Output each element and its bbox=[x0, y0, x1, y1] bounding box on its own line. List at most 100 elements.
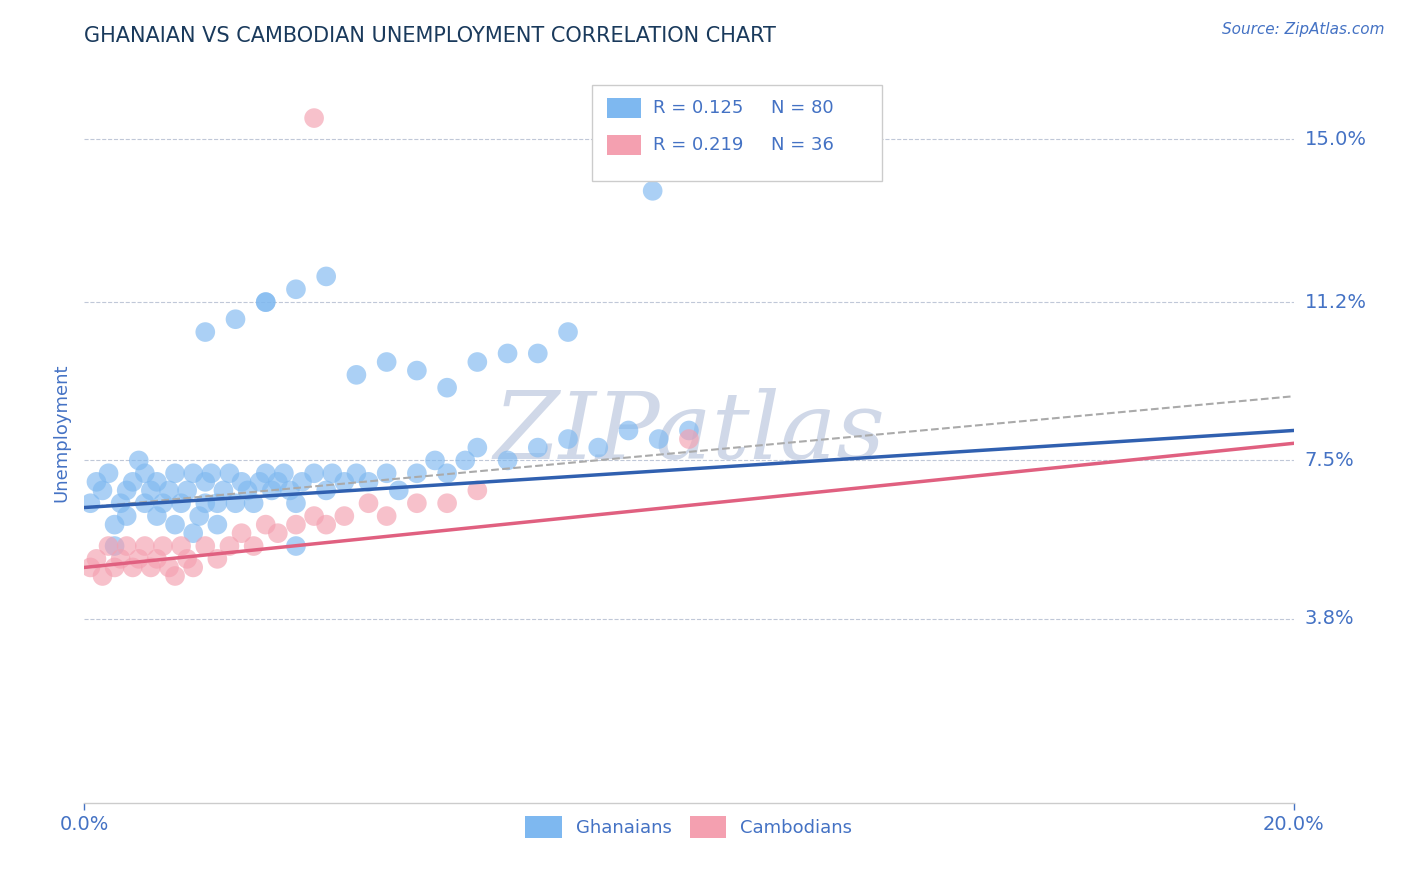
Point bbox=[165, 467, 187, 481]
Point bbox=[496, 346, 519, 360]
Point bbox=[302, 111, 325, 125]
Point bbox=[115, 483, 138, 498]
Point bbox=[128, 453, 150, 467]
Point bbox=[406, 363, 429, 377]
Point bbox=[97, 539, 120, 553]
Point bbox=[267, 475, 290, 489]
Point bbox=[176, 552, 198, 566]
Point bbox=[110, 496, 132, 510]
Text: 7.5%: 7.5% bbox=[1305, 451, 1354, 470]
Text: N = 36: N = 36 bbox=[770, 136, 834, 153]
Point bbox=[333, 475, 356, 489]
Point bbox=[152, 539, 174, 553]
Point bbox=[194, 475, 217, 489]
Point bbox=[188, 509, 211, 524]
Point bbox=[115, 539, 138, 553]
Point bbox=[207, 517, 229, 532]
Point bbox=[302, 509, 325, 524]
Point bbox=[121, 560, 143, 574]
Point bbox=[254, 517, 277, 532]
Point bbox=[678, 432, 700, 446]
Point bbox=[557, 432, 579, 446]
Point bbox=[104, 539, 127, 553]
Point bbox=[236, 483, 259, 498]
Point bbox=[467, 483, 489, 498]
Text: 3.8%: 3.8% bbox=[1305, 609, 1354, 628]
Point bbox=[181, 526, 204, 541]
Point bbox=[207, 496, 229, 510]
Point bbox=[527, 346, 550, 360]
Point bbox=[165, 517, 187, 532]
Point bbox=[588, 441, 610, 455]
Point bbox=[157, 560, 180, 574]
Point bbox=[315, 483, 337, 498]
Point bbox=[176, 483, 198, 498]
Point bbox=[104, 517, 127, 532]
Point bbox=[139, 483, 162, 498]
Point bbox=[231, 526, 253, 541]
Point bbox=[423, 453, 446, 467]
Point bbox=[231, 475, 253, 489]
Point bbox=[436, 496, 458, 510]
Point bbox=[134, 467, 156, 481]
Point bbox=[115, 509, 138, 524]
Point bbox=[225, 312, 247, 326]
Point bbox=[86, 475, 108, 489]
Legend: Ghanaians, Cambodians: Ghanaians, Cambodians bbox=[519, 809, 859, 846]
Point bbox=[254, 295, 277, 310]
Point bbox=[134, 539, 156, 553]
Point bbox=[346, 368, 368, 382]
Point bbox=[79, 560, 101, 574]
Point bbox=[91, 569, 114, 583]
Point bbox=[454, 453, 477, 467]
Point bbox=[254, 467, 277, 481]
Point bbox=[170, 496, 193, 510]
Point bbox=[315, 517, 337, 532]
Point bbox=[467, 355, 489, 369]
Point bbox=[291, 475, 314, 489]
Text: 11.2%: 11.2% bbox=[1305, 293, 1367, 311]
Point bbox=[121, 475, 143, 489]
FancyBboxPatch shape bbox=[592, 85, 883, 181]
Text: Source: ZipAtlas.com: Source: ZipAtlas.com bbox=[1222, 22, 1385, 37]
Point bbox=[128, 552, 150, 566]
Point bbox=[557, 325, 579, 339]
Point bbox=[321, 467, 343, 481]
Point bbox=[617, 424, 640, 438]
Point bbox=[110, 552, 132, 566]
Point bbox=[406, 467, 429, 481]
Point bbox=[249, 475, 271, 489]
Point bbox=[91, 483, 114, 498]
Point bbox=[260, 483, 283, 498]
Point bbox=[157, 483, 180, 498]
Point bbox=[388, 483, 411, 498]
Point bbox=[285, 496, 308, 510]
Point bbox=[218, 539, 240, 553]
Text: N = 80: N = 80 bbox=[770, 99, 834, 117]
Point bbox=[170, 539, 193, 553]
Point bbox=[218, 467, 240, 481]
Point bbox=[267, 526, 290, 541]
Point bbox=[527, 441, 550, 455]
Point bbox=[273, 467, 295, 481]
Text: 15.0%: 15.0% bbox=[1305, 130, 1367, 149]
Point bbox=[641, 184, 664, 198]
Point bbox=[678, 424, 700, 438]
Point bbox=[375, 509, 398, 524]
Point bbox=[97, 467, 120, 481]
Point bbox=[104, 560, 127, 574]
Point bbox=[134, 496, 156, 510]
Point bbox=[165, 569, 187, 583]
Point bbox=[194, 496, 217, 510]
Point bbox=[496, 453, 519, 467]
Point bbox=[242, 496, 264, 510]
Point bbox=[194, 325, 217, 339]
Point bbox=[86, 552, 108, 566]
Point bbox=[302, 467, 325, 481]
Point bbox=[181, 560, 204, 574]
Point bbox=[139, 560, 162, 574]
Point bbox=[357, 496, 380, 510]
Point bbox=[357, 475, 380, 489]
Point bbox=[242, 539, 264, 553]
Point bbox=[254, 295, 277, 310]
